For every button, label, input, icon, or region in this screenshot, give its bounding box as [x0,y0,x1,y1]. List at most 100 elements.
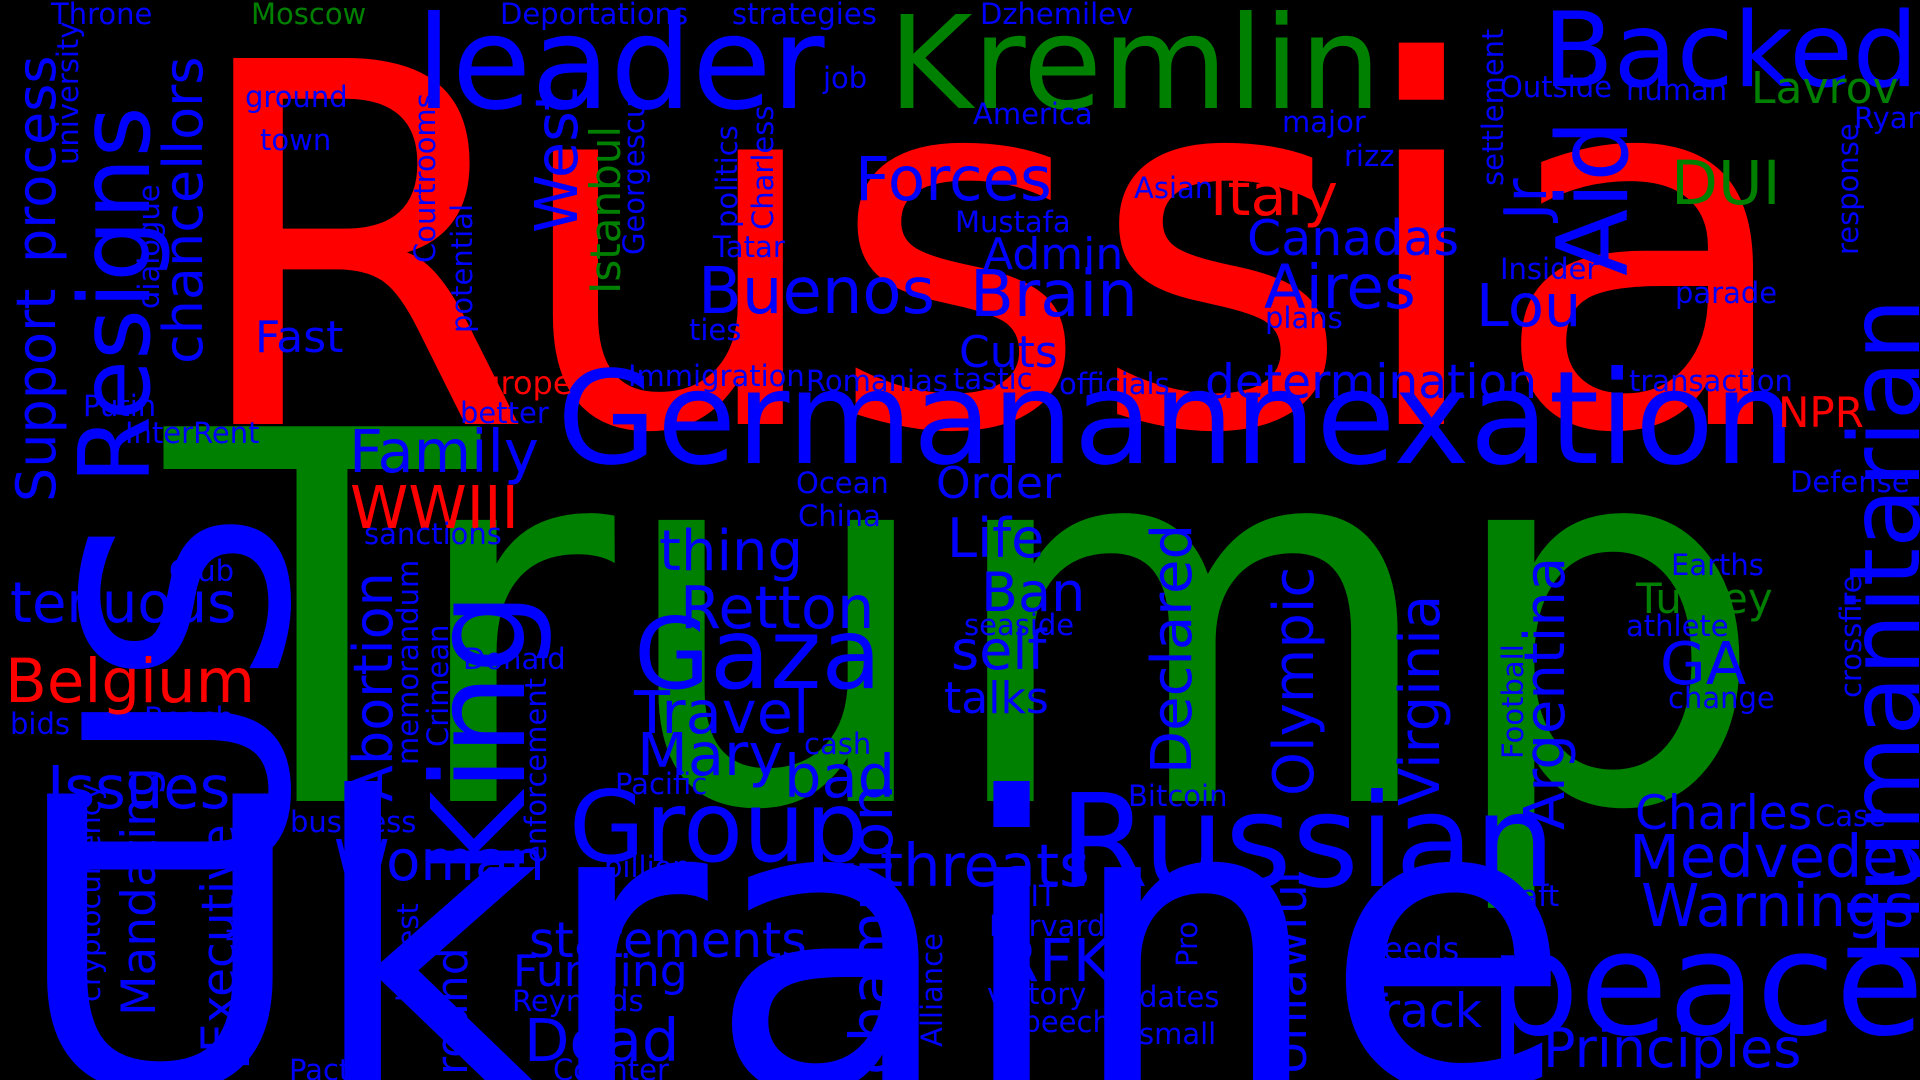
word-turkey: Turkey [1636,574,1773,623]
word-rfk: RFK [998,926,1112,995]
word-medvedev: Medvedev [1629,822,1920,891]
word-liverpoolboss: Liverpoolboss [222,868,256,1068]
word-case: Case [1815,799,1886,833]
word-reynolds: Reynolds [512,984,644,1018]
word-draft: draft [1490,879,1560,913]
word-charles: Charles [1635,786,1813,841]
word-small: small [1139,1017,1217,1051]
word-kremlin: Kremlin [888,0,1382,139]
word-change: change [1668,681,1775,715]
word-ban: Ban [981,561,1086,624]
word-counter: Counter [553,1053,669,1080]
word-round: round [427,947,478,1075]
word-bitcoin: Bitcoin [1128,779,1228,813]
word-job: job [823,61,868,95]
word-athlete: athlete [1626,609,1729,643]
word-olympic: Olympic [1262,566,1327,796]
word-travel: Travel [634,678,810,747]
word-declared: Declared [1140,523,1205,774]
word-alliance: Alliance [915,933,949,1047]
word-club: Club [169,554,235,588]
word-ga: GA [1660,629,1747,698]
word-ocean: Ocean [796,466,889,500]
word-response: response [1831,123,1865,255]
word-business: business [290,805,417,839]
word-billion: billion [604,850,691,884]
word-principles: Principles [1543,1017,1802,1080]
word-america: America [973,97,1093,131]
word-determination: determination [1205,355,1538,410]
word-champion: champion [837,784,906,1075]
word-threats: threats [880,831,1090,900]
word-beach: Beach [144,701,234,735]
word-belgium: Belgium [5,646,256,717]
word-dui: DUI [1671,148,1781,219]
word-woman: Woman [334,829,545,894]
word-plans: plans [1265,301,1343,335]
word-memorandum: memorandum [391,559,425,765]
word-harvard: Harvard [989,909,1106,943]
word-mustafa: Mustafa [955,205,1071,239]
word-order: Order [936,458,1062,509]
word-strategies: strategies [732,0,877,31]
word-lavrov: Lavrov [1751,63,1899,114]
word-statements: statements [529,912,807,969]
word-reit: REIT [992,879,1057,913]
word-crossfire: crossfire [1834,575,1868,698]
word-georgescu: Georgescu [617,99,651,255]
word-dead: Dead [524,1006,680,1075]
word-warnings: Warnings [1641,871,1915,940]
word-sanctions: sanctions [364,517,502,551]
word-tastic: tastic [953,362,1033,396]
word-transaction: transaction [1629,364,1793,398]
word-asian: Asian [1134,171,1214,205]
word-victory: victory [987,977,1087,1011]
word-needs: Needs [1359,930,1460,968]
word-wwiii: WWIII [350,473,519,542]
word-npr: NPR [1778,388,1864,437]
word-football: Football [1496,644,1530,759]
word-honest: honest [391,903,425,1002]
word-university: university [51,21,85,165]
word-mandating: Mandating [112,767,167,1016]
word-politics: politics [710,125,744,228]
word-virginia: Virginia [1388,594,1453,806]
word-charless: Charless [746,105,780,230]
word-admin: Admin [983,229,1124,280]
word-aires: Aires [1264,252,1416,323]
word-bad: bad [784,742,896,811]
word-settlement: settlement [1476,28,1510,186]
word-outside: Outside [1500,70,1612,104]
word-cryptocurrency: cryptocurrency [73,783,107,1002]
word-thing: thing [659,519,804,584]
word-throne: Throne [51,0,153,31]
word-buenos: Buenos [698,255,935,329]
word-moscow: Moscow [251,0,367,31]
word-self: self [951,619,1047,682]
word-seaside: seaside [964,608,1075,642]
word-pact: Pact [289,1053,351,1080]
word-russia: Russia [184,0,1799,543]
word-dzhemilev: Dzhemilev [980,0,1134,31]
word-human: human [1626,73,1728,107]
word-officials: officials [1059,367,1170,401]
word-germanannexation: Germanannexation [557,344,1796,494]
word-dialogue: dialogue [132,184,166,309]
word-town: town [260,123,332,157]
word-lou: Lou [1476,271,1582,340]
word-track: Track [1359,984,1482,1039]
word-canadas: Canadas [1247,210,1459,267]
word-tatar: Tatar [713,230,785,264]
word-immigration: Immigration [628,359,805,393]
word-tenuous: tenuous [10,571,237,636]
word-west: West [522,87,591,233]
word-bids: bids [10,707,70,741]
word-parade: parade [1675,276,1778,310]
word-gaza: Gaza [634,598,882,712]
word-unlawful: Unlawful [1263,871,1318,1075]
word-major: major [1282,105,1366,139]
word-ukraine: Ukraine [12,714,1573,1080]
word-forces: Forces [855,144,1052,215]
word-life: Life [947,507,1045,570]
word-pacific: Pacific [615,767,708,801]
